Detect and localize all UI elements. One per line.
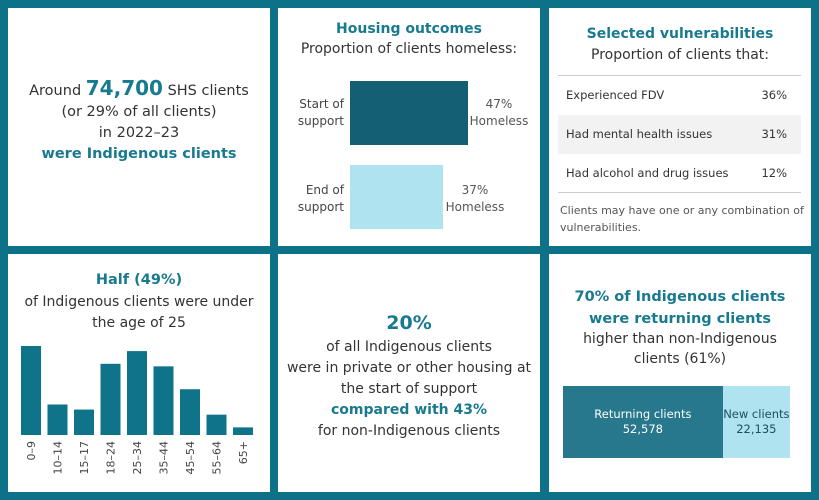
- age-bar-10–14: [47, 404, 68, 435]
- end-value-2: Homeless: [445, 200, 505, 214]
- housing-title: Housing outcomes: [336, 21, 482, 37]
- age-bar-chart: 0–9 10–14 15–17 18–24 25–34 35–44 45–54 55–64 65…: [21, 346, 253, 475]
- age-tick-label: 35–44: [158, 441, 171, 475]
- age-tick-label: 45–54: [184, 441, 197, 475]
- age-bar-55–64: [206, 414, 227, 435]
- returning-title-1: 70% of Indigenous clients: [574, 289, 786, 305]
- housing-type-line3: the start of support: [340, 381, 478, 397]
- housing-outcomes-panel: Housing outcomes Proportion of clients h…: [278, 8, 540, 246]
- housing-type-panel: 20% of all Indigenous clients were in pr…: [278, 254, 540, 492]
- housing-type-line4: compared with 43%: [330, 402, 488, 418]
- housing-subtitle: Proportion of clients homeless:: [300, 41, 518, 57]
- summary-line2: (or 29% of all clients): [61, 104, 217, 120]
- new-clients-bar: New clients 22,135: [722, 386, 790, 458]
- bar-start-of-support: [350, 81, 468, 145]
- end-value: 37%: [461, 183, 489, 197]
- start-value-2: Homeless: [469, 114, 529, 128]
- age-title: Half (49%): [95, 272, 183, 288]
- age-tick-label: 15–17: [78, 441, 91, 475]
- returning-clients-bar: Returning clients 52,578: [563, 386, 723, 458]
- start-value: 47%: [485, 97, 513, 111]
- summary-text: Around 74,700 SHS clients (or 29% of all…: [8, 78, 270, 165]
- table-row: Experienced FDV 36%: [558, 76, 801, 115]
- row-label: Experienced FDV: [566, 88, 665, 103]
- table-row: Had alcohol and drug issues 12%: [558, 154, 801, 193]
- age-bar-45–54: [180, 389, 200, 435]
- returning-value: 52,578: [622, 422, 663, 436]
- age-tick-label: 65+: [237, 441, 250, 464]
- vulnerabilities-panel: Selected vulnerabilities Proportion of c…: [549, 8, 811, 246]
- vulnerabilities-subtitle: Proportion of clients that:: [591, 47, 769, 63]
- table-row: Had mental health issues 31%: [558, 114, 801, 154]
- housing-type-line1: of all Indigenous clients: [326, 339, 492, 355]
- age-subtitle: of Indigenous clients were under the age…: [24, 294, 254, 331]
- row-value: 36%: [761, 88, 787, 103]
- age-bar-65+: [233, 427, 253, 435]
- age-bar-0–9: [21, 346, 41, 435]
- row-label: Had alcohol and drug issues: [566, 165, 729, 180]
- summary-line3: in 2022–23: [98, 125, 180, 141]
- vulnerabilities-title: Selected vulnerabilities: [586, 26, 774, 42]
- returning-clients-panel: 70% of Indigenous clients were returning…: [549, 254, 811, 492]
- start-label-line2: support: [297, 114, 344, 128]
- summary-panel: Around 74,700 SHS clients (or 29% of all…: [8, 8, 270, 246]
- housing-type-text: 20% of all Indigenous clients were in pr…: [278, 309, 540, 442]
- age-tick-label: 10–14: [52, 441, 65, 475]
- age-panel: Half (49%) of Indigenous clients were un…: [8, 254, 270, 492]
- age-bar-15–17: [74, 409, 94, 435]
- age-tick-label: 0–9: [25, 441, 38, 461]
- returning-label: Returning clients: [594, 407, 692, 421]
- summary-line4: were Indigenous clients: [41, 146, 237, 162]
- age-tick-label: 25–34: [131, 441, 144, 475]
- vulnerabilities-table: Experienced FDV 36% Had mental health is…: [558, 75, 801, 193]
- age-bar-25–34: [127, 351, 147, 435]
- start-support-label: Start of support: [278, 96, 344, 130]
- age-bar-35–44: [153, 366, 174, 435]
- returning-title: 70% of Indigenous clients were returning…: [549, 286, 811, 330]
- housing-type-line5: for non-Indigenous clients: [317, 423, 501, 439]
- summary-post: SHS clients: [167, 83, 249, 99]
- row-label: Had mental health issues: [558, 114, 756, 154]
- summary-pre: Around: [29, 83, 82, 99]
- start-label-line1: Start of: [299, 97, 344, 111]
- start-value-label: 47% Homeless: [469, 96, 529, 130]
- row-value: 31%: [755, 114, 801, 154]
- bar-end-of-support: [350, 165, 443, 229]
- vulnerabilities-note: Clients may have one or any combination …: [560, 204, 804, 234]
- returning-title-2: were returning clients: [589, 311, 771, 327]
- end-label-line2: support: [297, 200, 344, 214]
- row-value: 12%: [761, 165, 787, 180]
- end-label-line1: End of: [305, 183, 344, 197]
- returning-subtitle: higher than non-Indigenous clients (61%): [583, 331, 777, 367]
- age-tick-label: 55–64: [211, 441, 224, 475]
- summary-count: 74,700: [85, 76, 163, 100]
- new-label: New clients: [723, 407, 790, 421]
- new-value: 22,135: [736, 422, 777, 436]
- housing-type-big: 20%: [386, 312, 432, 334]
- end-value-label: 37% Homeless: [445, 182, 505, 216]
- housing-type-line2: were in private or other housing at: [286, 360, 532, 376]
- end-support-label: End of support: [278, 182, 344, 216]
- age-bar-18–24: [100, 363, 121, 435]
- age-tick-label: 18–24: [105, 441, 118, 475]
